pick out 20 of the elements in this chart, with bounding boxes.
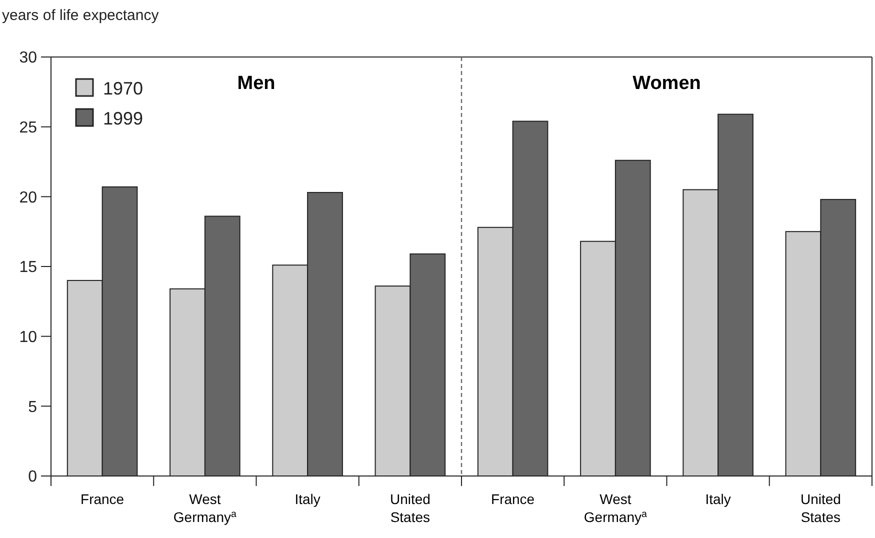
y-tick-label: 25 xyxy=(19,119,38,136)
annotation: Women xyxy=(632,73,701,94)
x-tick-label: United States xyxy=(800,491,841,525)
legend-label: 1999 xyxy=(103,108,144,128)
x-tick-label: United States xyxy=(390,491,430,525)
y-tick-label: 0 xyxy=(28,468,38,486)
annotation: Men xyxy=(237,73,276,94)
x-tick-label: Italy xyxy=(705,491,731,507)
x-tick-label: Italy xyxy=(294,491,320,507)
x-tick-label: West Germany$^{a}$ xyxy=(173,491,237,525)
y-tick-label: 10 xyxy=(19,328,38,346)
y-tick-label: 5 xyxy=(28,398,38,416)
x-tick-label: France xyxy=(80,491,124,507)
legend-label: 1970 xyxy=(103,78,144,98)
y-tick-label: 15 xyxy=(19,259,38,276)
x-tick-label: France xyxy=(491,491,535,507)
x-tick-label: West Germany$^{a}$ xyxy=(584,491,648,525)
y-tick-label: 20 xyxy=(19,189,38,206)
y-tick-label: 30 xyxy=(19,50,38,67)
y-axis-title: years of life expectancy xyxy=(2,7,160,24)
